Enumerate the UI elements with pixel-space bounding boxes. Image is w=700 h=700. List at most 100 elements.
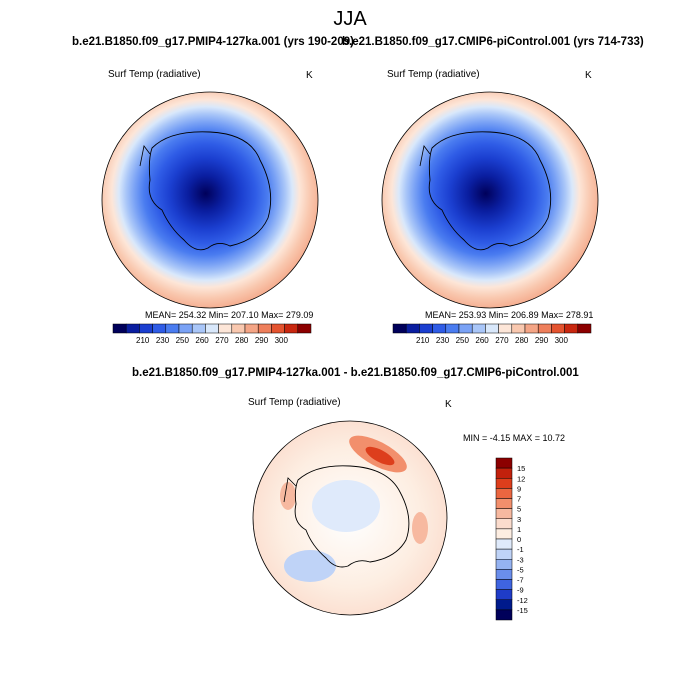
panel1-variable-label: Surf Temp (radiative) [108,69,201,80]
panel1-colorbar-tick-label: 280 [235,336,249,345]
diff-colorbar-tick-label: -3 [517,555,524,564]
panel2-colorbar: 210 230 250 260 270 280 290 300 [392,323,592,345]
panel1-antarctica-coastline [148,131,272,251]
panel1-colorbar-swatch [244,323,259,334]
panel1-colorbar-tick-label: 260 [195,336,209,345]
diff-colorbar-tick-label: -15 [517,606,528,615]
panel2-colorbar-swatch [419,323,433,334]
diff-colorbar-swatch [495,599,513,611]
diff-cool-anomaly-central [312,480,380,532]
panel2-colorbar-swatch [458,323,473,334]
diff-colorbar-tick-label: 12 [517,474,525,483]
panel1-colorbar-swatch [218,323,233,334]
diff-cool-anomaly-south [284,550,336,582]
panel2-colorbar-swatch [577,323,592,334]
panel1-colorbar-swatch [125,323,140,334]
diff-colorbar-tick-label: 0 [517,535,521,544]
panel2-antarctica-coastline [428,131,552,251]
diff-colorbar-swatch [495,508,513,519]
panel1-map [101,91,319,309]
panel1-colorbar-swatch [165,323,180,334]
diff-colorbar-swatch [495,548,513,560]
diff-colorbar-tick-label: 3 [517,515,521,524]
panel2-colorbar-swatch [432,323,447,334]
panel2-colorbar-swatch [511,323,526,334]
panel1-stats: MEAN= 254.32 Min= 207.10 Max= 279.09 [145,310,314,320]
diff-colorbar-swatch [495,498,513,509]
diff-colorbar-swatch [495,559,513,570]
panel1-colorbar-swatch [284,323,299,334]
diff-colorbar-tick-label: -12 [517,596,528,605]
diff-colorbar-tick-label: -5 [517,565,524,574]
panel1-colorbar-tick-label: 290 [255,336,269,345]
panel1-colorbar: 210 230 250 260 270 280 290 300 [112,323,312,345]
panel2-colorbar-swatch [405,323,420,334]
panel1-colorbar-swatch [139,323,153,334]
diff-warm-anomaly-east [412,512,428,544]
panel2-colorbar-swatch [498,323,513,334]
diff-colorbar-swatch [495,579,513,590]
panel1-colorbar-swatch [257,323,272,334]
panel2-colorbar-tick-label: 280 [515,336,529,345]
panel2-units-label: K [585,70,592,81]
diff-map [252,420,448,616]
panel1-colorbar-tick-label: 300 [275,336,289,345]
diff-colorbar-swatch [495,589,513,600]
panel2-colorbar-swatch [445,323,460,334]
panel2-stats: MEAN= 253.93 Min= 206.89 Max= 278.91 [425,310,594,320]
panel1-colorbar-tick-label: 230 [156,336,170,345]
diff-title: b.e21.B1850.f09_g17.PMIP4-127ka.001 - b.… [132,367,579,379]
diff-colorbar-tick-label: -9 [517,586,524,595]
panel2-peninsula-coastline [419,145,431,167]
panel2-globe [381,91,599,309]
diff-peninsula-coastline [283,477,297,503]
diff-colorbar-swatch [495,528,513,540]
main-title: JJA [333,8,367,30]
panel2-colorbar-tick-label: 210 [416,336,430,345]
panel1-colorbar-swatch [112,323,127,334]
panel1-peninsula-coastline [139,145,151,167]
diff-warm-anomaly-west [280,482,296,510]
panel2-variable-label: Surf Temp (radiative) [387,69,480,80]
diff-colorbar-swatch [495,457,513,469]
diff-colorbar-swatch [495,488,513,499]
panel1-colorbar-swatch [152,323,167,334]
panel2-title: b.e21.B1850.f09_g17.CMIP6-piControl.001 … [342,36,644,48]
panel1-colorbar-swatch [271,323,285,334]
panel1-colorbar-swatch [178,323,193,334]
panel2-map [381,91,599,309]
panel1-title: b.e21.B1850.f09_g17.PMIP4-127ka.001 (yrs… [72,36,354,48]
panel1-colorbar-swatch [205,323,219,334]
diff-colorbar-tick-label: 1 [517,525,521,534]
diff-colorbar-swatch [495,467,513,479]
panel1-colorbar-swatch [297,323,312,334]
panel2-colorbar-swatch [471,323,486,334]
panel1-colorbar-tick-label: 270 [215,336,229,345]
diff-antarctica-coastline [294,465,410,568]
diff-colorbar-swatch [495,538,513,550]
panel1-colorbar-tick-label: 210 [136,336,150,345]
diff-colorbar-swatch [495,518,513,530]
panel2-colorbar-tick-label: 290 [535,336,549,345]
panel2-colorbar-tick-label: 270 [495,336,509,345]
panel1-units-label: K [306,70,313,81]
panel2-colorbar-tick-label: 230 [436,336,450,345]
panel1-colorbar-swatch [231,323,246,334]
diff-colorbar-tick-label: 7 [517,495,521,504]
panel1-globe [101,91,319,309]
diff-colorbar-tick-label: -7 [517,576,524,585]
diff-colorbar-swatch [495,478,513,489]
panel2-colorbar-swatch [392,323,407,334]
diff-colorbar-tick-label: 5 [517,505,521,514]
panel1-colorbar-tick-label: 250 [176,336,190,345]
panel1-colorbar-swatch [191,323,206,334]
panel2-colorbar-swatch [524,323,539,334]
diff-colorbar-tick-label: 9 [517,484,521,493]
panel2-colorbar-swatch [551,323,565,334]
diff-variable-label: Surf Temp (radiative) [248,397,341,408]
panel2-colorbar-swatch [537,323,552,334]
diff-colorbar-tick-label: -1 [517,545,524,554]
panel2-colorbar-tick-label: 260 [475,336,489,345]
diff-warm-anomaly-core [365,446,395,466]
